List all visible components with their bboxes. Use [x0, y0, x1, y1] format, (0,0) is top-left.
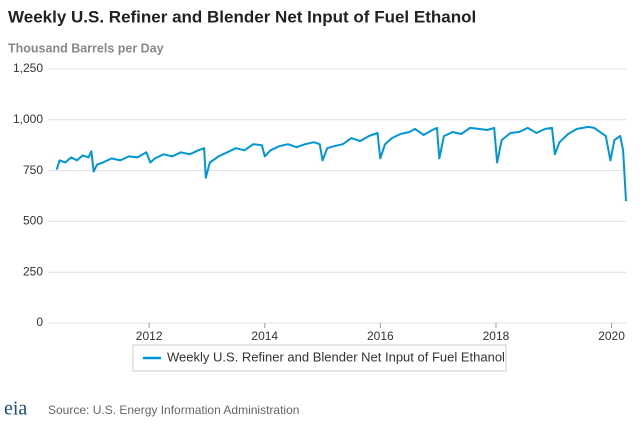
source: Source: U.S. Energy Information Administ… — [48, 403, 299, 417]
logo: eia — [4, 398, 27, 420]
y-axis-label: Thousand Barrels per Day — [8, 41, 164, 55]
y-tick-label: 0 — [36, 315, 43, 329]
x-tick-label: 2014 — [251, 329, 278, 343]
data-line — [55, 125, 627, 202]
y-tick-label: 250 — [23, 264, 43, 278]
y-tick-label: 500 — [23, 214, 43, 228]
x-tick-label: 2020 — [598, 329, 625, 343]
legend-box — [132, 344, 507, 372]
x-tick-label: 2018 — [483, 329, 510, 343]
x-tick-label: 2012 — [136, 329, 163, 343]
x-tick-label: 2016 — [367, 329, 394, 343]
legend-label: Weekly U.S. Refiner and Blender Net Inpu… — [167, 349, 505, 364]
y-tick-label: 1,000 — [13, 112, 43, 126]
y-tick-label: 1,250 — [13, 61, 43, 75]
y-tick-label: 750 — [23, 163, 43, 177]
chart-title: Weekly U.S. Refiner and Blender Net Inpu… — [8, 7, 476, 26]
